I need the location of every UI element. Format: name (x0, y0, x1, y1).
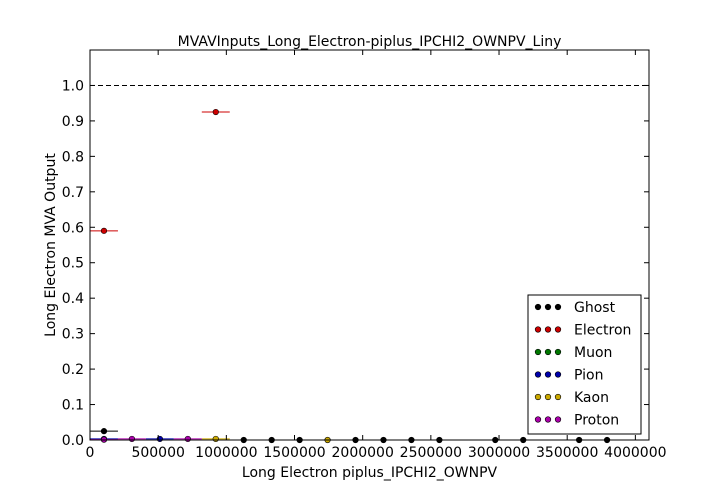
y-tick-label: 0.2 (62, 362, 84, 378)
electron-point (100, 227, 108, 234)
legend-marker-kaon (544, 393, 552, 401)
legend-label-kaon: Kaon (574, 390, 609, 406)
x-tick-label: 1500000 (263, 445, 325, 461)
legend: Ghost Electron Muon Pion Kaon Proton (527, 294, 642, 435)
legend-marker-kaon (534, 393, 542, 401)
legend-marker-muon (544, 348, 552, 356)
y-tick-label: 0.6 (62, 220, 84, 236)
x-tick-label: 500000 (131, 445, 184, 461)
legend-marker-proton (544, 416, 552, 423)
x-tick-label: 3000000 (468, 445, 530, 461)
chart-title: MVAVInputs_Long_Electron-piplus_IPCHI2_O… (178, 34, 562, 50)
legend-label-pion: Pion (574, 368, 603, 384)
legend-marker-kaon (554, 393, 562, 401)
kaon-point (212, 435, 219, 443)
y-tick-label: 0.5 (62, 256, 84, 272)
y-tick-label: 0.3 (62, 327, 84, 343)
x-tick-label: 1000000 (195, 445, 257, 461)
proton-point (128, 435, 136, 443)
electron-point (212, 108, 219, 116)
proton-point (184, 435, 191, 443)
y-tick-label: 0.7 (62, 185, 84, 201)
x-tick-label: 2000000 (332, 445, 394, 461)
legend-marker-pion (534, 371, 542, 378)
x-tick-label: 4000000 (604, 445, 666, 461)
legend-marker-ghost (534, 303, 542, 311)
y-tick-label: 0.1 (62, 398, 84, 414)
legend-marker-muon (554, 348, 562, 356)
legend-marker-proton (534, 416, 542, 423)
legend-label-ghost: Ghost (574, 300, 616, 316)
legend-marker-electron (534, 326, 542, 333)
legend-marker-proton (554, 416, 562, 423)
y-tick-label: 0.9 (62, 114, 84, 130)
x-tick-label: 0 (86, 445, 95, 461)
legend-marker-electron (554, 326, 562, 333)
y-tick-label: 0.8 (62, 149, 84, 165)
legend-marker-pion (544, 371, 552, 378)
legend-label-electron: Electron (574, 323, 631, 339)
x-tick-label: 3500000 (536, 445, 598, 461)
legend-marker-ghost (544, 303, 552, 311)
y-axis-title: Long Electron MVA Output (43, 153, 59, 337)
x-axis-title: Long Electron piplus_IPCHI2_OWNPV (242, 465, 498, 481)
legend-marker-muon (534, 348, 542, 356)
legend-label-proton: Proton (574, 413, 619, 429)
y-tick-label: 1.0 (62, 78, 84, 94)
legend-marker-electron (544, 326, 552, 333)
legend-label-muon: Muon (574, 345, 612, 361)
legend-marker-pion (554, 371, 562, 378)
x-tick-label: 2500000 (400, 445, 462, 461)
legend-frame (527, 294, 642, 435)
plot-frame (89, 49, 650, 441)
ghost-point (100, 428, 108, 435)
y-tick-label: 0.0 (62, 433, 84, 449)
legend-marker-ghost (554, 303, 562, 311)
y-tick-label: 0.4 (62, 291, 84, 307)
